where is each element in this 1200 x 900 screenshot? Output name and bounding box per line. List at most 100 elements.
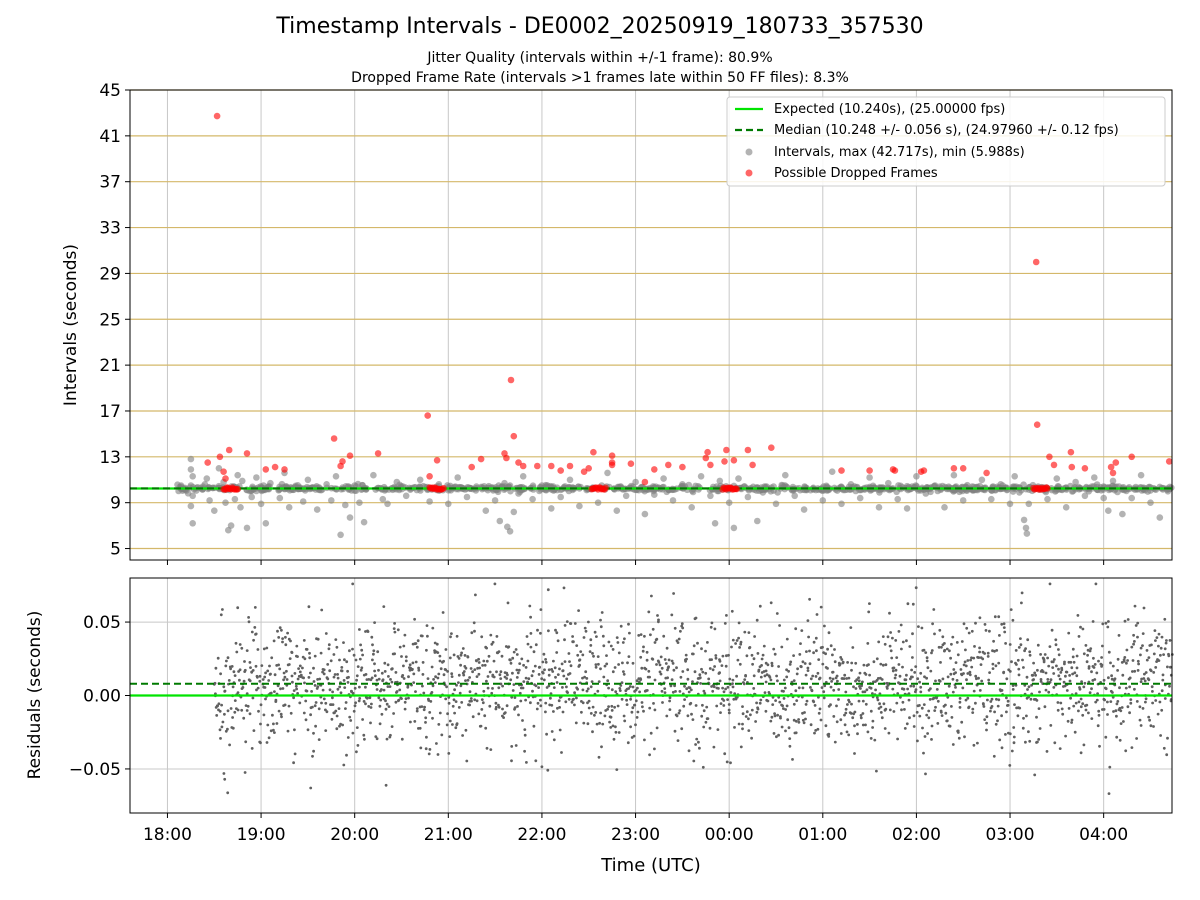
residual-point	[973, 645, 976, 648]
residual-point	[220, 703, 224, 707]
residual-point	[824, 724, 828, 728]
residual-point	[1017, 646, 1021, 649]
residual-point	[301, 655, 305, 659]
residual-point	[596, 689, 600, 693]
residual-point	[586, 687, 590, 691]
residual-point	[382, 688, 386, 692]
residual-point	[459, 653, 463, 657]
residual-point	[844, 707, 848, 711]
residual-point	[375, 688, 379, 691]
residual-point	[1051, 666, 1055, 669]
residual-point	[933, 632, 936, 636]
residuals-y-tick-label: −0.05	[69, 760, 121, 780]
residual-point	[287, 704, 291, 708]
dropped-frame-point	[749, 461, 756, 469]
residual-point	[259, 741, 262, 745]
dropped-frame-point	[234, 485, 241, 493]
residuals-y-tick-label: 0.00	[83, 687, 121, 707]
residual-point	[511, 656, 515, 660]
residual-point	[386, 663, 390, 667]
residual-point	[874, 688, 877, 692]
residual-point	[875, 769, 878, 773]
residual-point	[256, 648, 260, 651]
residual-point	[253, 626, 257, 629]
residual-point	[581, 676, 584, 680]
residual-point	[701, 703, 704, 707]
residual-point	[653, 747, 656, 751]
residual-point	[219, 613, 223, 617]
residual-point	[279, 712, 283, 716]
residual-point	[373, 669, 376, 673]
residual-point	[851, 646, 855, 649]
residual-point	[707, 677, 711, 681]
residuals-points	[212, 582, 1174, 795]
residual-point	[330, 717, 334, 721]
residual-point	[1100, 663, 1104, 667]
residual-point	[760, 664, 763, 667]
residual-point	[483, 663, 487, 667]
residual-point	[991, 662, 995, 666]
residual-point	[1044, 688, 1048, 692]
residual-point	[473, 629, 476, 633]
residual-point	[1077, 635, 1081, 638]
residual-point	[809, 723, 813, 727]
x-tick-label: 04:00	[1079, 825, 1128, 845]
residual-point	[466, 655, 470, 658]
residual-point	[689, 688, 693, 692]
residual-point	[265, 741, 269, 744]
residual-point	[612, 737, 616, 741]
residual-point	[560, 751, 563, 754]
residual-point	[402, 664, 405, 668]
residual-point	[463, 654, 467, 657]
residual-point	[581, 653, 585, 657]
residual-point	[1149, 669, 1153, 673]
residual-point	[458, 691, 462, 695]
residual-point	[597, 662, 600, 666]
residual-point	[337, 707, 341, 710]
residual-point	[1157, 644, 1160, 648]
residual-point	[782, 689, 785, 693]
residual-point	[1025, 675, 1029, 679]
residual-point	[867, 610, 871, 614]
residual-point	[617, 731, 621, 734]
residual-point	[1027, 730, 1030, 734]
residual-point	[1005, 710, 1008, 714]
residual-point	[394, 671, 398, 674]
interval-point	[1016, 489, 1023, 496]
residual-point	[226, 727, 229, 731]
residual-point	[785, 637, 789, 641]
residual-point	[911, 632, 914, 636]
residual-point	[766, 699, 770, 703]
residual-point	[826, 667, 829, 670]
residual-point	[1097, 713, 1101, 717]
residual-point	[247, 620, 251, 624]
interval-point	[1128, 494, 1135, 502]
residual-point	[710, 658, 713, 661]
residual-point	[965, 626, 969, 630]
residual-point	[1154, 639, 1157, 642]
intervals-y-tick-label: 25	[99, 310, 121, 330]
dropped-frame-point	[891, 467, 899, 474]
residual-point	[934, 679, 937, 683]
residual-point	[487, 654, 491, 658]
residual-point	[403, 633, 407, 637]
residual-point	[400, 697, 403, 700]
residual-point	[512, 650, 516, 654]
residual-point	[902, 687, 906, 691]
residual-point	[876, 698, 880, 702]
dropped-frame-point	[1046, 453, 1053, 461]
residual-point	[465, 759, 469, 763]
residual-point	[731, 678, 735, 682]
residual-point	[1163, 647, 1167, 651]
residual-point	[1128, 676, 1132, 680]
residual-point	[267, 736, 271, 740]
residual-point	[744, 715, 748, 718]
residual-point	[850, 668, 853, 672]
residual-point	[844, 711, 848, 715]
interval-point	[576, 502, 583, 510]
residual-point	[513, 706, 517, 709]
interval-point	[622, 492, 630, 500]
residual-point	[526, 680, 529, 684]
residual-point	[343, 686, 347, 689]
residual-point	[573, 622, 577, 625]
